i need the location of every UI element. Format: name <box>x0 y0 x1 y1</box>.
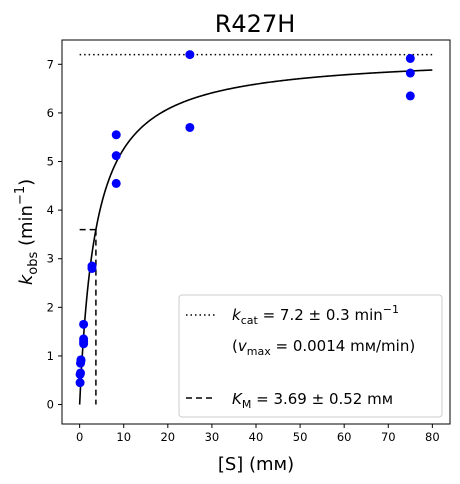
legend-kcat-sup: −1 <box>383 303 399 316</box>
data-point <box>75 378 85 388</box>
data-point <box>405 68 415 78</box>
x-tick-label: 60 <box>337 430 352 444</box>
data-point <box>111 130 121 140</box>
x-tick-label: 80 <box>425 430 440 444</box>
legend-vmax-label: (vmax = 0.0014 mм/min) <box>232 337 415 358</box>
data-point <box>185 122 195 132</box>
y-tick-label: 5 <box>47 155 54 169</box>
y-tick-label: 3 <box>47 252 54 266</box>
x-tick-label: 50 <box>293 430 308 444</box>
data-point <box>185 50 195 60</box>
legend-vmax-open: ( <box>232 337 238 355</box>
legend-vmax-sub: max <box>247 345 271 358</box>
reference-lines <box>79 53 433 405</box>
data-point <box>79 319 89 329</box>
y-label-sub: obs <box>26 252 41 275</box>
legend-km-text: = 3.69 ± 0.52 mм <box>251 390 393 408</box>
fit-curve <box>78 69 433 405</box>
data-point <box>405 91 415 101</box>
legend-kcat-sub: cat <box>241 314 259 327</box>
x-tick-label: 30 <box>205 430 220 444</box>
data-point <box>111 178 121 188</box>
data-point <box>79 334 89 344</box>
y-tick-label: 2 <box>47 300 54 314</box>
x-axis: 0 10 20 30 40 50 60 70 80 <box>76 424 440 444</box>
y-label-sup: −1 <box>13 186 28 205</box>
y-tick-label: 4 <box>47 203 54 217</box>
y-tick-label: 6 <box>47 106 54 120</box>
data-points <box>75 50 415 388</box>
legend: kcat = 7.2 ± 0.3 min−1 (vmax = 0.0014 mм… <box>178 294 443 418</box>
y-tick-label: 7 <box>47 57 54 71</box>
x-tick-label: 40 <box>249 430 264 444</box>
data-point <box>76 368 86 378</box>
data-point <box>405 53 415 63</box>
x-tick-label: 20 <box>160 430 175 444</box>
legend-kcat-label: kcat = 7.2 ± 0.3 min−1 <box>232 303 399 327</box>
legend-kcat-text: = 7.2 ± 0.3 min <box>258 306 383 324</box>
legend-km-label: KM = 3.69 ± 0.52 mм <box>232 390 393 411</box>
legend-kcat-sym: k <box>232 306 242 324</box>
x-axis-label: [S] (mм) <box>218 454 294 475</box>
data-point <box>111 151 121 161</box>
x-tick-label: 70 <box>381 430 396 444</box>
y-label-rest: (min <box>16 205 37 252</box>
x-tick-label: 0 <box>76 430 83 444</box>
y-tick-label: 0 <box>47 398 54 412</box>
y-label-end: ) <box>16 179 37 186</box>
y-tick-label: 1 <box>47 349 54 363</box>
chart-title: R427H <box>215 10 296 38</box>
data-point <box>87 261 97 271</box>
y-axis-label: kobs (min−1) <box>13 179 41 285</box>
y-axis: 0 1 2 3 4 5 6 7 <box>47 57 62 412</box>
legend-frame <box>178 294 443 418</box>
legend-vmax-sym: v <box>238 337 248 355</box>
legend-vmax-text: = 0.0014 mм/min) <box>271 337 415 355</box>
y-label-main: k <box>16 273 37 285</box>
legend-km-sub: M <box>242 398 252 411</box>
legend-km-sym: K <box>232 390 243 408</box>
x-tick-label: 10 <box>116 430 131 444</box>
data-point <box>76 355 86 365</box>
